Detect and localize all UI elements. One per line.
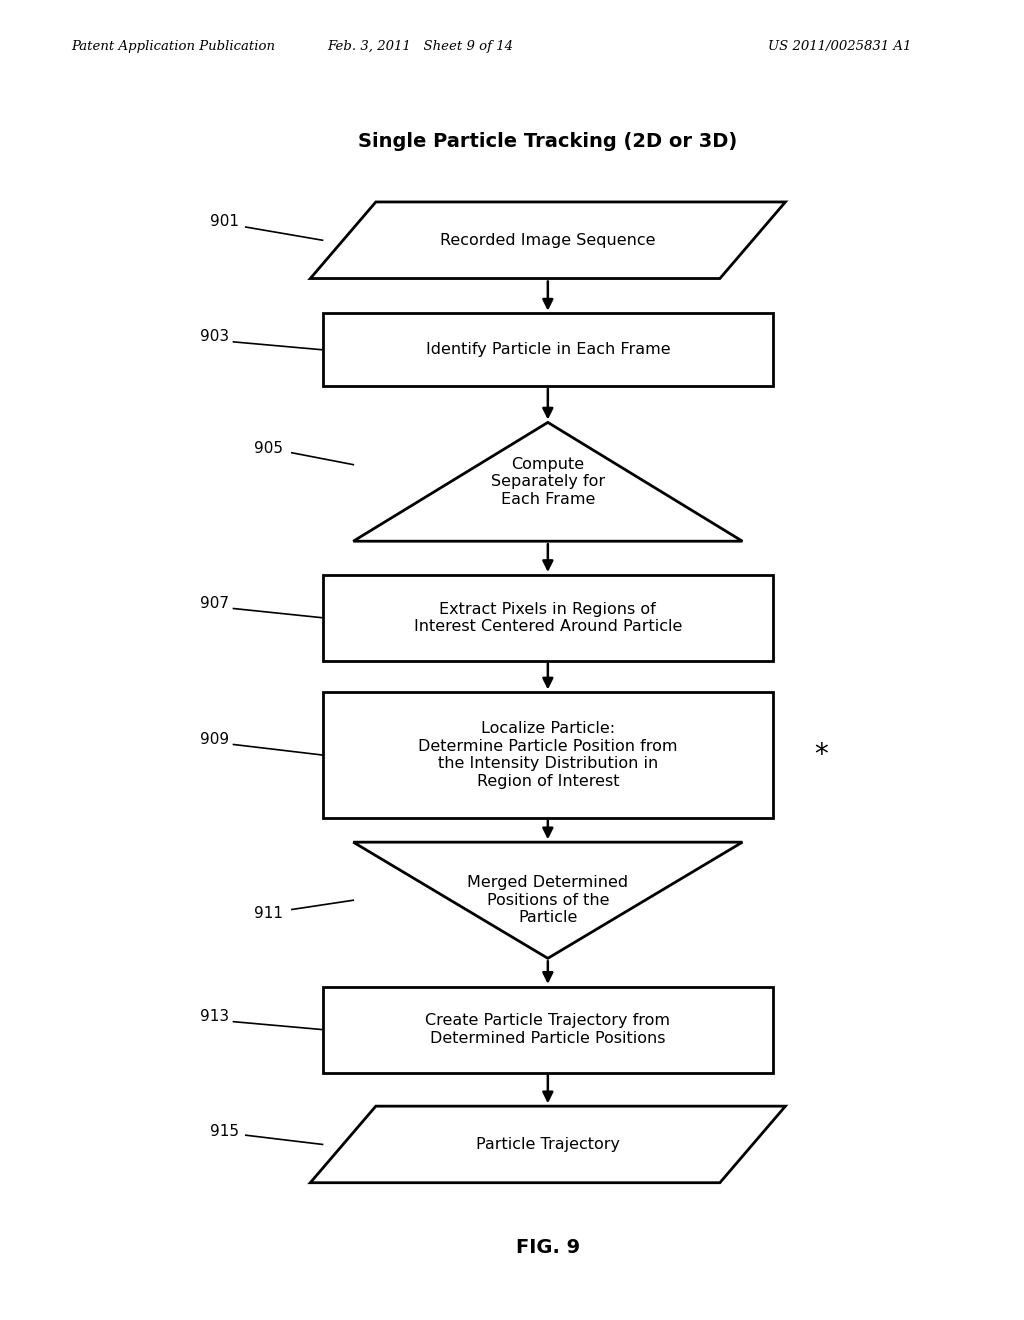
Text: Localize Particle:
Determine Particle Position from
the Intensity Distribution i: Localize Particle: Determine Particle Po… (418, 722, 678, 788)
Polygon shape (353, 422, 742, 541)
Polygon shape (310, 1106, 785, 1183)
Text: Recorded Image Sequence: Recorded Image Sequence (440, 232, 655, 248)
Text: Particle Trajectory: Particle Trajectory (476, 1137, 620, 1152)
Text: 915: 915 (210, 1123, 239, 1139)
Text: Identify Particle in Each Frame: Identify Particle in Each Frame (426, 342, 670, 358)
Text: Create Particle Trajectory from
Determined Particle Positions: Create Particle Trajectory from Determin… (425, 1014, 671, 1045)
Bar (323, 987, 773, 1072)
Bar (323, 692, 773, 817)
Text: 907: 907 (200, 595, 228, 611)
Text: Patent Application Publication: Patent Application Publication (72, 40, 275, 53)
Bar (323, 314, 773, 385)
Text: Merged Determined
Positions of the
Particle: Merged Determined Positions of the Parti… (467, 875, 629, 925)
Text: Feb. 3, 2011   Sheet 9 of 14: Feb. 3, 2011 Sheet 9 of 14 (327, 40, 513, 53)
Text: Single Particle Tracking (2D or 3D): Single Particle Tracking (2D or 3D) (358, 132, 737, 150)
Polygon shape (353, 842, 742, 958)
Text: *: * (814, 741, 827, 770)
Bar (323, 576, 773, 660)
Text: 903: 903 (200, 329, 228, 345)
Polygon shape (310, 202, 785, 279)
Text: 909: 909 (200, 731, 228, 747)
Text: 905: 905 (254, 441, 283, 457)
Text: 901: 901 (210, 214, 239, 230)
Text: FIG. 9: FIG. 9 (516, 1238, 580, 1257)
Text: US 2011/0025831 A1: US 2011/0025831 A1 (768, 40, 911, 53)
Text: Compute
Separately for
Each Frame: Compute Separately for Each Frame (490, 457, 605, 507)
Text: 913: 913 (200, 1008, 228, 1024)
Text: 911: 911 (254, 906, 283, 921)
Text: Extract Pixels in Regions of
Interest Centered Around Particle: Extract Pixels in Regions of Interest Ce… (414, 602, 682, 634)
